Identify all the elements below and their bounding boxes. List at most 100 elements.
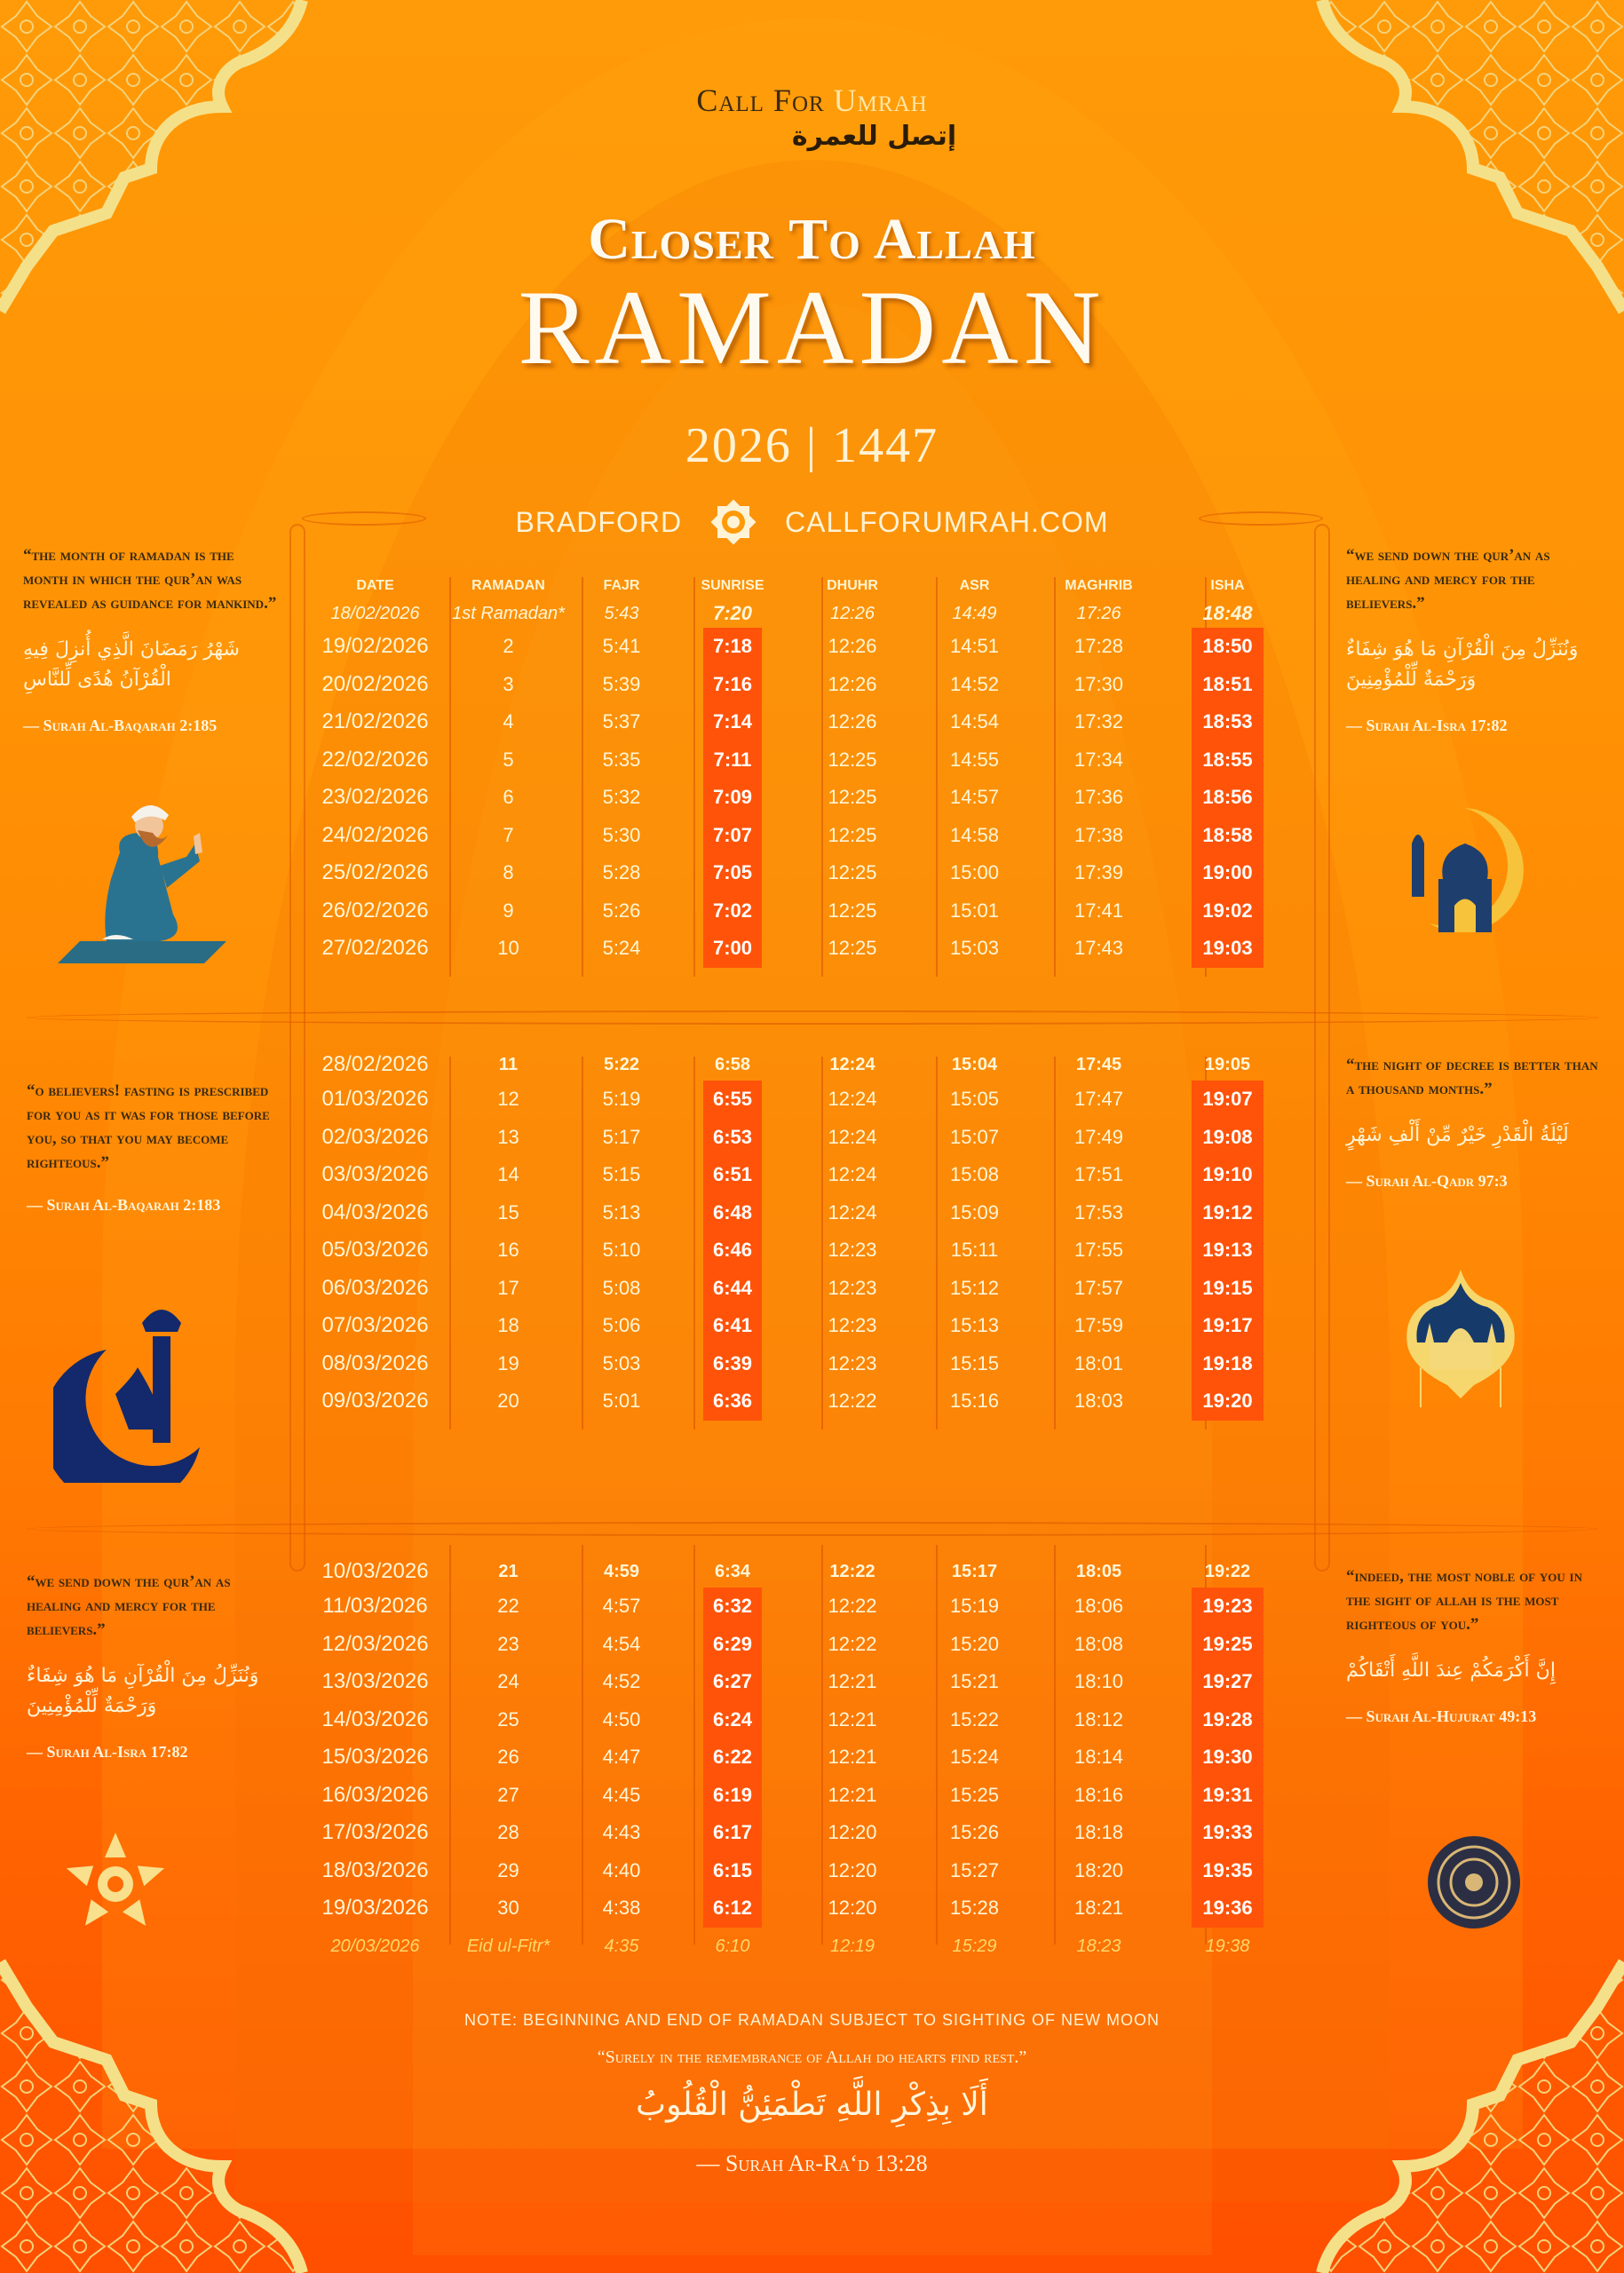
- cell-ramadan-day: 4: [503, 710, 514, 733]
- cell-sunrise: 6:17: [703, 1814, 762, 1852]
- cell-dhuhr: 12:26: [829, 603, 875, 623]
- cell-isha: 19:17: [1192, 1307, 1264, 1345]
- cell-dhuhr: 12:24: [828, 1088, 877, 1111]
- cell-isha: 18:51: [1192, 665, 1264, 703]
- cell-dhuhr: 12:23: [828, 1314, 877, 1337]
- column-separator: [693, 577, 695, 977]
- cell-isha: 19:27: [1192, 1663, 1264, 1701]
- prayer-table-section-2: 28/02/2026 11 5:22 6:58 12:24 15:04 17:4…: [306, 1049, 1296, 1421]
- cell-dhuhr: 12:25: [828, 861, 877, 884]
- cell-sunrise: 7:14: [703, 703, 762, 741]
- cell-sunrise: 6:53: [703, 1118, 762, 1156]
- column-separator: [449, 577, 451, 977]
- cell-ramadan-day: 27: [497, 1783, 519, 1806]
- cell-dhuhr: 12:20: [828, 1897, 877, 1920]
- mandala-icon: [1428, 1836, 1520, 1928]
- brand-name-part1: Call For: [696, 83, 834, 118]
- cell-asr: 15:26: [949, 1821, 1000, 1844]
- quote-source: — Surah Al-Baqarah 2:183: [27, 1196, 221, 1214]
- cell-fajr: 4:43: [602, 1821, 641, 1844]
- cell-sunrise: 6:46: [703, 1232, 762, 1270]
- top-bar-right: [1199, 511, 1323, 526]
- cell-maghrib: 17:57: [1073, 1276, 1124, 1299]
- cell-fajr: 5:22: [603, 1054, 640, 1074]
- cell-sunrise: 6:19: [703, 1776, 762, 1814]
- table-row: 04/03/2026 15 5:13 6:48 12:24 15:09 17:53 19:12: [306, 1193, 1296, 1232]
- table-row: 08/03/2026 19 5:03 6:39 12:23 15:15 18:01 19:18: [306, 1344, 1296, 1382]
- table-row: 03/03/2026 14 5:15 6:51 12:24 15:08 17:51 19:10: [306, 1156, 1296, 1194]
- cell-dhuhr: 12:23: [828, 1351, 877, 1374]
- cell-ramadan-day: 12: [497, 1088, 519, 1111]
- cell-maghrib: 17:36: [1073, 786, 1124, 809]
- cell-fajr: 5:28: [602, 861, 641, 884]
- cell-ramadan-day: 29: [497, 1858, 519, 1881]
- cell-fajr: 4:52: [602, 1670, 641, 1693]
- cell-maghrib: 17:49: [1073, 1125, 1124, 1148]
- column-separator: [936, 577, 938, 977]
- quote-english: “Indeed, the most noble of you in the si…: [1346, 1567, 1582, 1634]
- column-separator: [582, 577, 583, 977]
- cell-date: 21/02/2026: [321, 709, 429, 734]
- cell-sunrise: 7:20: [712, 602, 753, 624]
- cell-date: 17/03/2026: [321, 1820, 429, 1845]
- cell-ramadan-day: 8: [503, 861, 514, 884]
- cell-maghrib: 17:26: [1076, 603, 1121, 623]
- cell-ramadan-day: 1st Ramadan*: [452, 603, 565, 623]
- cell-asr: 15:01: [949, 899, 1000, 922]
- cell-sunrise: 7:02: [703, 891, 762, 930]
- cell-ramadan-day: 24: [497, 1670, 519, 1693]
- cell-sunrise: 6:36: [703, 1382, 762, 1421]
- divider-bar-1: [27, 1010, 1598, 1025]
- praying-man-icon: [58, 804, 226, 963]
- quote-source: — Surah Al-Baqarah 2:185: [23, 717, 218, 734]
- cell-dhuhr: 12:25: [828, 937, 877, 960]
- table-row: 15/03/2026 26 4:47 6:22 12:21 15:24 18:14 19:30: [306, 1738, 1296, 1777]
- quote-left-3: “We send down the Qur’an as healing and …: [27, 1570, 284, 1762]
- footer-arabic: أَلَا بِذِكْرِ اللَّهِ تَطْمَئِنُّ الْقُ…: [636, 2087, 988, 2123]
- table-row: 27/02/2026 10 5:24 7:00 12:25 15:03 17:43 19:03: [306, 930, 1296, 968]
- cell-isha: 19:12: [1192, 1193, 1264, 1232]
- cell-asr: 15:22: [949, 1707, 1000, 1730]
- cell-asr: 15:08: [949, 1163, 1000, 1186]
- cell-asr: 15:12: [949, 1276, 1000, 1299]
- cell-fajr: 5:01: [602, 1390, 641, 1413]
- location-line: BRADFORD CALLFORUMRAH.COM: [0, 494, 1624, 550]
- cell-fajr: 4:59: [603, 1561, 640, 1581]
- cell-asr: 15:25: [949, 1783, 1000, 1806]
- cell-maghrib: 17:51: [1073, 1163, 1124, 1186]
- cell-isha: 19:08: [1192, 1118, 1264, 1156]
- cell-ramadan-day: 23: [497, 1632, 519, 1655]
- cell-fajr: 5:35: [602, 748, 641, 771]
- footer-note: NOTE: BEGINNING AND END OF RAMADAN SUBJE…: [463, 2011, 1161, 2029]
- table-row: 12/03/2026 23 4:54 6:29 12:22 15:20 18:08 19:25: [306, 1625, 1296, 1663]
- table-row-eid: 20/03/2026 Eid ul-Fitr* 4:35 6:10 12:19 …: [306, 1928, 1296, 1967]
- cell-dhuhr: 12:26: [828, 635, 877, 658]
- cell-maghrib: 17:45: [1075, 1054, 1122, 1074]
- cell-date: 24/02/2026: [321, 822, 429, 847]
- cell-maghrib: 18:21: [1073, 1897, 1124, 1920]
- cell-asr: 15:21: [949, 1670, 1000, 1693]
- cell-asr: 15:13: [949, 1314, 1000, 1337]
- cell-isha: 19:03: [1192, 930, 1264, 968]
- cell-maghrib: 18:20: [1073, 1858, 1124, 1881]
- crescent-minaret-icon: [53, 1274, 200, 1483]
- cell-dhuhr: 12:21: [828, 1746, 877, 1769]
- table-row: 20/02/2026 3 5:39 7:16 12:26 14:52 17:30 18:51: [306, 665, 1296, 703]
- cell-maghrib: 17:28: [1073, 635, 1124, 658]
- cell-ramadan-day: 19: [497, 1351, 519, 1374]
- column-separator: [821, 577, 823, 977]
- cell-isha: 19:02: [1192, 891, 1264, 930]
- cell-sunrise: 7:16: [703, 665, 762, 703]
- cell-ramadan-day: 6: [503, 786, 514, 809]
- column-separator: [1054, 577, 1056, 977]
- cell-fajr: 5:06: [602, 1314, 641, 1337]
- cell-date: 02/03/2026: [321, 1124, 429, 1149]
- table-row: 25/02/2026 8 5:28 7:05 12:25 15:00 17:39 19:00: [306, 854, 1296, 892]
- cell-date: 09/03/2026: [321, 1389, 429, 1414]
- cell-date: 10/03/2026: [321, 1559, 429, 1583]
- cell-isha: 19:28: [1192, 1700, 1264, 1738]
- quote-arabic: وَنُنَزِّلُ مِنَ الْقُرْآنِ مَا هُوَ شِف…: [27, 1665, 259, 1717]
- cell-maghrib: 18:03: [1073, 1390, 1124, 1413]
- top-bar-left: [302, 511, 426, 526]
- cell-ramadan-day: 7: [503, 823, 514, 846]
